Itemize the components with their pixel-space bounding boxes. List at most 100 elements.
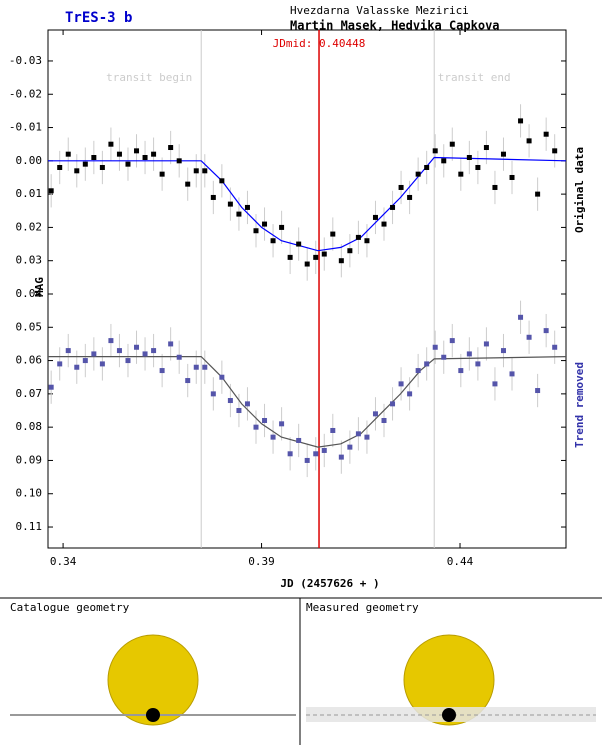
series-label: Trend removed — [573, 362, 586, 448]
data-point — [159, 368, 165, 374]
data-point — [407, 391, 413, 397]
data-point — [202, 364, 208, 370]
data-point — [518, 118, 524, 124]
data-point — [74, 168, 80, 174]
data-point — [526, 138, 532, 144]
data-point — [466, 155, 472, 161]
data-point — [142, 351, 148, 357]
data-point — [193, 168, 199, 174]
data-point — [330, 231, 336, 237]
y-tick-label: 0.11 — [16, 520, 43, 533]
data-point — [313, 451, 319, 457]
data-point — [364, 434, 370, 440]
data-point — [347, 248, 353, 254]
data-point — [492, 184, 498, 190]
data-point — [142, 155, 148, 161]
data-point — [91, 155, 97, 161]
data-point — [441, 354, 447, 360]
data-point — [509, 174, 515, 180]
data-point — [108, 141, 114, 147]
data-point — [500, 151, 506, 157]
data-point — [176, 158, 182, 164]
model-line — [48, 356, 567, 448]
x-axis-label: JD (2457626 + ) — [280, 577, 379, 590]
data-point — [296, 437, 302, 443]
data-point — [432, 148, 438, 154]
planet — [442, 708, 456, 722]
marker-label: transit end — [438, 71, 511, 84]
data-point — [262, 417, 268, 423]
data-point — [134, 344, 140, 350]
data-point — [134, 148, 140, 154]
data-point — [82, 161, 88, 167]
data-point — [48, 188, 54, 194]
y-tick-label: 0.07 — [16, 387, 43, 400]
data-point — [227, 398, 233, 404]
data-point — [526, 334, 532, 340]
data-point — [415, 368, 421, 374]
data-point — [48, 384, 54, 390]
data-point — [313, 254, 319, 260]
data-point — [483, 145, 489, 151]
data-point — [458, 171, 464, 177]
chart-title: TrES-3 b — [65, 10, 132, 26]
data-point — [475, 361, 481, 367]
data-point — [372, 214, 378, 220]
data-point — [483, 341, 489, 347]
data-point — [253, 228, 259, 234]
data-point — [355, 234, 361, 240]
data-point — [227, 201, 233, 207]
data-point — [244, 401, 250, 407]
marker-label: JDmid: 0.40448 — [273, 37, 366, 50]
authors: Martin Masek, Hedvika Capkova — [290, 19, 500, 33]
data-point — [287, 451, 293, 457]
panel-title: Measured geometry — [306, 601, 419, 614]
data-point — [355, 431, 361, 437]
data-point — [543, 328, 549, 334]
y-tick-label: 0.00 — [16, 154, 43, 167]
data-point — [210, 391, 216, 397]
data-point — [321, 251, 327, 257]
data-point — [185, 181, 191, 187]
data-point — [116, 151, 122, 157]
star — [403, 634, 495, 726]
data-point — [193, 364, 199, 370]
model-line — [48, 156, 567, 252]
data-point — [210, 194, 216, 200]
data-point — [65, 348, 71, 354]
data-point — [424, 164, 430, 170]
data-point — [151, 348, 157, 354]
marker-label: transit begin — [106, 71, 192, 84]
y-tick-label: -0.03 — [9, 54, 42, 67]
data-point — [219, 374, 225, 380]
data-point — [151, 151, 157, 157]
data-point — [347, 444, 353, 450]
y-tick-label: 0.03 — [16, 254, 43, 267]
data-point — [372, 411, 378, 417]
y-tick-label: 0.02 — [16, 220, 43, 233]
data-point — [552, 344, 558, 350]
data-point — [535, 388, 541, 394]
data-point — [168, 341, 174, 347]
data-point — [262, 221, 268, 227]
data-point — [304, 457, 310, 463]
data-point — [432, 344, 438, 350]
data-point — [535, 191, 541, 197]
data-point — [57, 361, 63, 367]
data-point — [543, 131, 549, 137]
data-point — [159, 171, 165, 177]
data-point — [398, 381, 404, 387]
data-point — [415, 171, 421, 177]
data-point — [125, 161, 131, 167]
data-point — [176, 354, 182, 360]
y-tick-label: -0.01 — [9, 121, 42, 134]
data-point — [500, 348, 506, 354]
data-point — [279, 421, 285, 427]
data-point — [168, 145, 174, 151]
x-tick-label: 0.34 — [50, 555, 77, 568]
star — [107, 634, 199, 726]
data-point — [466, 351, 472, 357]
data-point — [509, 371, 515, 377]
data-point — [381, 417, 387, 423]
data-point — [338, 454, 344, 460]
